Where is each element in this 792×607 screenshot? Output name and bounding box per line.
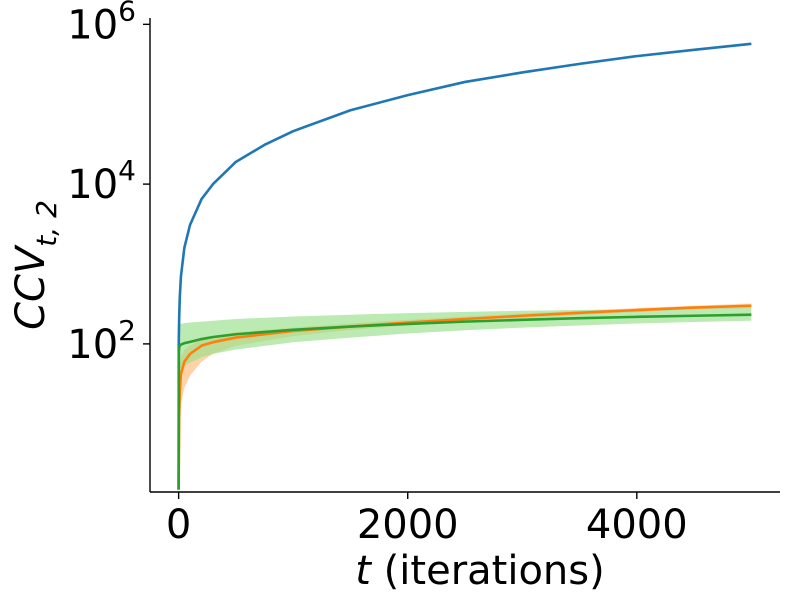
series-band [178, 307, 752, 490]
y-axis-label-subscript: t, 2 [30, 200, 63, 247]
confidence-bands [178, 303, 752, 490]
y-tick-label: 102 [67, 314, 136, 368]
x-axis-label-variable: t [355, 548, 372, 594]
x-tick-label: 2000 [357, 502, 459, 548]
series-lines [177, 42, 752, 490]
y-tick-label: 106 [67, 0, 136, 48]
series-line [177, 304, 752, 490]
x-axis-label: t (iterations) [355, 548, 604, 594]
series-line [177, 313, 752, 490]
x-tick-label: 0 [166, 502, 191, 548]
series-line [177, 42, 752, 490]
x-ticks: 0 2000 4000 [166, 492, 688, 548]
axes [149, 18, 780, 493]
y-tick-label: 104 [67, 154, 136, 208]
y-ticks: 102 104 106 [67, 0, 150, 368]
x-axis-label-text: (iterations) [371, 548, 605, 594]
y-axis-label: CCVt, 2 [8, 200, 63, 330]
y-axis-label-main: CCV [8, 244, 54, 330]
x-tick-label: 4000 [586, 502, 688, 548]
